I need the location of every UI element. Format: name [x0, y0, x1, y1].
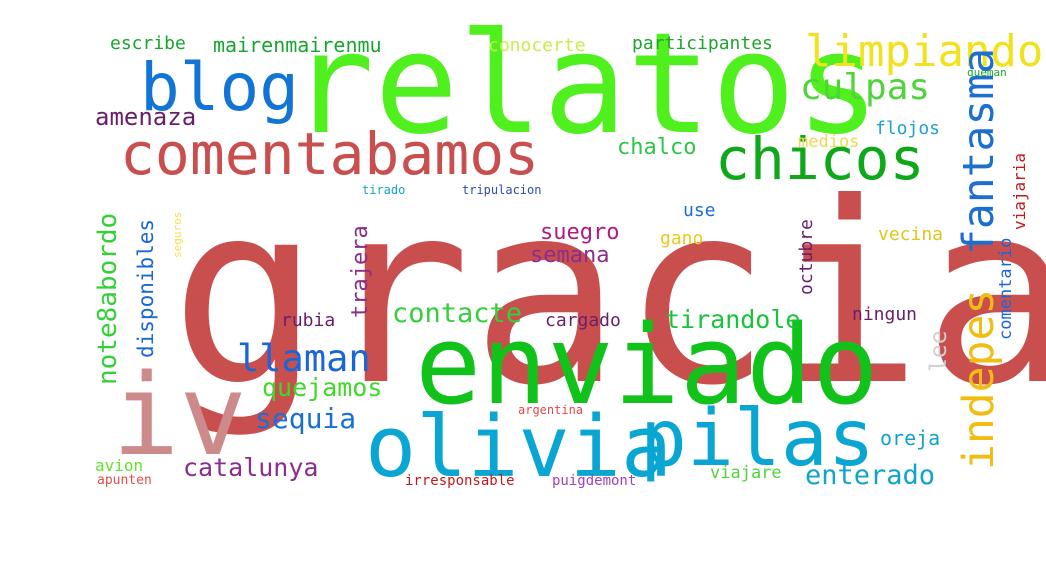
- word-viajaria: viajaria: [1010, 152, 1029, 230]
- word-llaman: llaman: [237, 337, 371, 380]
- word-olivia: olivia: [365, 398, 673, 497]
- word-participantes: participantes: [632, 33, 773, 54]
- word-avion: avion: [95, 456, 144, 475]
- word-amenaza: amenaza: [95, 103, 197, 131]
- word-sequia: sequia: [255, 402, 357, 435]
- word-oreja: oreja: [880, 426, 941, 450]
- word-note8abordo: note8abordo: [93, 212, 123, 385]
- word-ningun: ningun: [852, 304, 918, 325]
- word-pilas: pilas: [640, 394, 875, 484]
- word-tirandole: tirandole: [665, 305, 801, 334]
- word-apunten: apunten: [97, 473, 152, 488]
- word-trajera: trajera: [348, 225, 373, 318]
- word-tripulacion: tripulacion: [462, 183, 542, 197]
- word-octubre: octubre: [796, 219, 817, 295]
- word-gano: gano: [660, 228, 704, 249]
- word-enviado: enviado: [415, 301, 879, 429]
- word-comentabamos: comentabamos: [120, 120, 540, 188]
- word-enterado: enterado: [805, 460, 936, 491]
- word-relatos: relatos: [290, 3, 881, 166]
- word-escribe: escribe: [110, 33, 186, 54]
- word-indepes: indepes: [954, 288, 1004, 470]
- word-chicos: chicos: [715, 125, 925, 193]
- word-use: use: [683, 200, 716, 221]
- word-gracias: gracias: [170, 149, 1046, 440]
- word-argentina: argentina: [518, 403, 584, 417]
- word-chalco: chalco: [617, 135, 697, 160]
- word-flojos: flojos: [875, 118, 941, 139]
- word-medios: medios: [798, 132, 860, 152]
- word-seguros: seguros: [171, 211, 184, 258]
- word-comentario: comentario: [996, 237, 1016, 340]
- word-limpiando: limpiando: [805, 26, 1044, 77]
- word-puigdemont: puigdemont: [552, 473, 637, 489]
- word-iv: iv: [112, 351, 247, 481]
- word-quejamos: quejamos: [262, 373, 383, 402]
- word-cargado: cargado: [545, 310, 621, 331]
- word-disponibles: disponibles: [134, 218, 158, 358]
- word-suegro: suegro: [540, 220, 620, 245]
- word-contacte: contacte: [392, 298, 523, 329]
- word-lee: lee: [926, 330, 952, 372]
- word-tirado: tirado: [362, 183, 406, 197]
- word-catalunya: catalunya: [183, 453, 319, 482]
- word-conocerte: conocerte: [488, 35, 586, 56]
- word-culpas: culpas: [800, 67, 931, 108]
- word-viajare: viajare: [710, 463, 782, 483]
- word-semana: semana: [530, 243, 610, 268]
- word-vecina: vecina: [878, 224, 944, 245]
- word-queman: queman: [967, 66, 1007, 79]
- word-irresponsable: irresponsable: [405, 473, 515, 489]
- word-blog: blog: [140, 49, 299, 126]
- word-mairenmairenmu: mairenmairenmu: [213, 33, 382, 57]
- word-rubia: rubia: [281, 310, 336, 331]
